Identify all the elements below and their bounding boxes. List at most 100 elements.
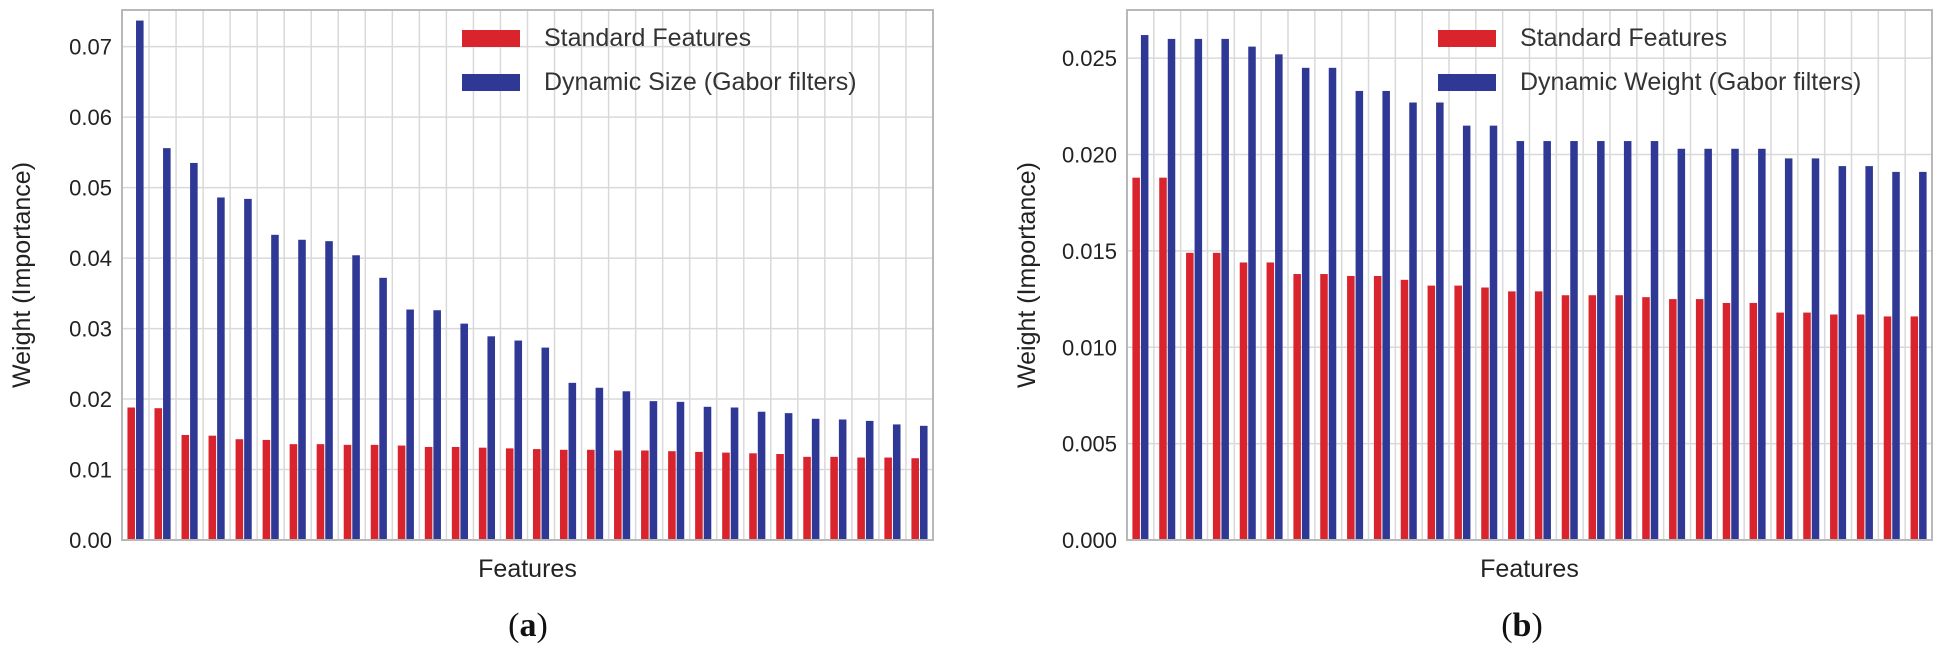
legend-swatch <box>1438 74 1496 91</box>
y-tick-label: 0.00 <box>69 528 112 553</box>
bar-gabor-filters <box>298 239 306 541</box>
legend-swatch <box>462 30 520 47</box>
bar-standard-features <box>641 450 649 540</box>
bar-standard-features <box>478 447 487 540</box>
bar-standard-features <box>857 457 865 540</box>
bar-standard-features <box>776 454 784 540</box>
y-tick-label: 0.02 <box>69 387 112 412</box>
bar-standard-features <box>505 448 514 540</box>
legend-swatch <box>1438 30 1496 47</box>
bar-standard-features <box>1159 177 1167 540</box>
bar-gabor-filters <box>1516 141 1525 540</box>
bar-standard-features <box>1830 314 1838 540</box>
bar-gabor-filters <box>352 255 360 540</box>
y-axis-label: Weight (Importance) <box>1013 162 1041 388</box>
bar-gabor-filters <box>1355 90 1364 540</box>
legend-swatch <box>462 74 520 91</box>
bar-gabor-filters <box>217 197 225 541</box>
bar-gabor-filters <box>1301 67 1310 541</box>
bar-standard-features <box>1534 291 1543 540</box>
bar-standard-features <box>1615 295 1623 540</box>
bar-standard-features <box>722 452 730 540</box>
y-axis-label: Weight (Importance) <box>8 162 36 388</box>
bar-standard-features <box>1588 295 1597 540</box>
bar-standard-features <box>1910 316 1919 540</box>
bar-standard-features <box>587 449 595 540</box>
bar-gabor-filters <box>1731 148 1739 540</box>
chart-b: 0.000 0.005 0.010 0.015 0.020 0.025 Features We… <box>1013 9 1933 583</box>
bar-gabor-filters <box>865 420 874 540</box>
bar-standard-features <box>343 444 352 540</box>
bar-standard-features <box>884 457 892 540</box>
bar-standard-features <box>1776 312 1784 540</box>
bar-standard-features <box>749 453 757 540</box>
bar-gabor-filters <box>541 347 550 540</box>
y-tick-label: 0.005 <box>1062 432 1117 457</box>
bar-standard-features <box>1749 302 1758 540</box>
bar-standard-features <box>1856 314 1865 540</box>
bar-standard-features <box>370 444 379 540</box>
bar-standard-features <box>316 444 325 540</box>
bar-standard-features <box>1186 252 1194 540</box>
bar-gabor-filters <box>1167 38 1176 541</box>
y-tick-label: 0.04 <box>69 246 112 271</box>
bar-gabor-filters <box>1811 158 1820 540</box>
bar-gabor-filters <box>1328 67 1337 541</box>
bar-gabor-filters <box>244 198 252 540</box>
bar-standard-features <box>1320 274 1328 540</box>
bar-gabor-filters <box>892 424 901 540</box>
bar-gabor-filters <box>649 401 658 540</box>
panel-label-b: (b) <box>1501 607 1543 644</box>
bar-gabor-filters <box>406 309 414 540</box>
bar-standard-features <box>1481 287 1489 540</box>
bar-standard-features <box>1400 279 1409 540</box>
bar-standard-features <box>532 449 541 540</box>
bar-gabor-filters <box>1838 166 1847 541</box>
bar-standard-features <box>1132 177 1140 540</box>
bar-gabor-filters <box>514 340 523 540</box>
bar-gabor-filters <box>919 425 928 540</box>
bar-standard-features <box>1561 295 1570 540</box>
bar-gabor-filters <box>460 323 468 540</box>
bar-standard-features <box>424 446 433 540</box>
bar-gabor-filters <box>1221 38 1229 541</box>
bar-standard-features <box>1642 297 1650 540</box>
bar-gabor-filters <box>1623 141 1632 540</box>
x-axis-label: Features <box>1480 555 1579 583</box>
plot-frame <box>1126 9 1933 541</box>
bar-gabor-filters <box>1248 46 1256 540</box>
bar-gabor-filters <box>163 148 171 540</box>
bar-standard-features <box>668 451 676 540</box>
bar-gabor-filters <box>1677 148 1686 540</box>
bar-standard-features <box>1239 262 1248 540</box>
bar-gabor-filters <box>1704 148 1712 540</box>
bar-standard-features <box>1508 291 1516 540</box>
panel-label-a: (a) <box>508 607 548 644</box>
bar-gabor-filters <box>1919 171 1927 540</box>
bar-standard-features <box>451 446 460 540</box>
legend-entry-label: Dynamic Weight (Gabor filters) <box>1520 68 1861 96</box>
bar-standard-features <box>397 445 406 540</box>
bar-gabor-filters <box>622 391 631 540</box>
bar-standard-features <box>1212 252 1221 540</box>
y-tick-label: 0.010 <box>1062 335 1117 360</box>
bar-gabor-filters <box>1892 171 1900 540</box>
y-tick-label: 0.03 <box>69 317 112 342</box>
bar-standard-features <box>1454 285 1462 540</box>
bar-gabor-filters <box>703 406 712 540</box>
bar-gabor-filters <box>838 419 847 540</box>
x-axis-label: Features <box>478 555 577 583</box>
y-tick-label: 0.020 <box>1062 143 1117 168</box>
y-tick-label: 0.015 <box>1062 239 1117 264</box>
y-tick-label: 0.05 <box>69 176 112 201</box>
y-tick-label: 0.06 <box>69 105 112 130</box>
bar-standard-features <box>1722 302 1731 540</box>
bar-standard-features <box>614 450 622 540</box>
bar-standard-features <box>1373 275 1382 540</box>
bar-standard-features <box>1347 275 1355 540</box>
bar-standard-features <box>1883 316 1892 540</box>
bar-standard-features <box>803 456 811 540</box>
bar-standard-features <box>1427 285 1436 540</box>
bar-standard-features <box>235 439 244 540</box>
